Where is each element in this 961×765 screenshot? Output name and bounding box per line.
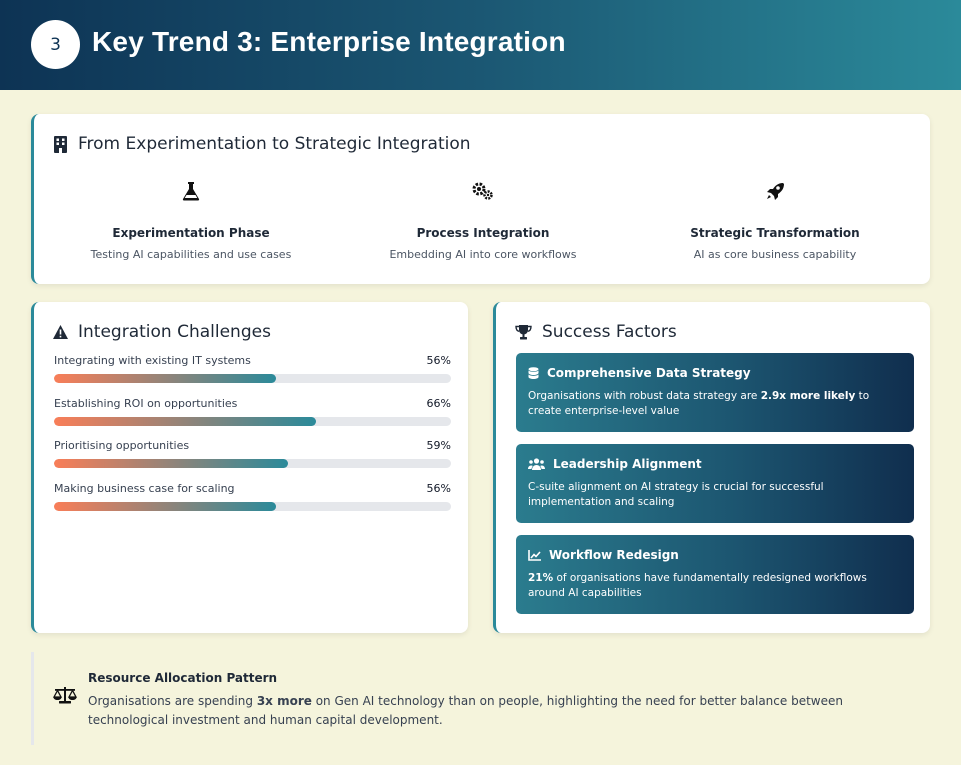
challenge-label: Integrating with existing IT systems bbox=[54, 354, 251, 367]
challenge-progress-fill bbox=[54, 374, 277, 383]
trend-number-badge: 3 bbox=[31, 20, 80, 69]
phase-process-integration: Process Integration Embedding AI into co… bbox=[333, 178, 633, 261]
users-icon bbox=[528, 458, 545, 470]
phase-name: Process Integration bbox=[416, 226, 550, 240]
challenge-progress-fill bbox=[54, 417, 317, 426]
integration-title-text: From Experimentation to Strategic Integr… bbox=[78, 134, 471, 154]
challenge-percent: 59% bbox=[426, 439, 451, 452]
success-factor-text: 21% of organisations have fundamentally … bbox=[528, 572, 867, 599]
success-card: Success Factors Comprehensive Data Strat… bbox=[493, 302, 930, 633]
challenge-label: Establishing ROI on opportunities bbox=[54, 397, 238, 410]
success-factor-title: Workflow Redesign bbox=[549, 548, 679, 562]
chart-line-icon bbox=[528, 549, 541, 561]
success-factor-data-strategy: Comprehensive Data Strategy Organisation… bbox=[516, 353, 914, 432]
phase-desc: Testing AI capabilities and use cases bbox=[90, 248, 292, 261]
phase-desc: AI as core business capability bbox=[693, 248, 857, 261]
integration-card: From Experimentation to Strategic Integr… bbox=[31, 114, 930, 284]
challenge-progress-track bbox=[54, 374, 451, 383]
success-factor-text: C-suite alignment on AI strategy is cruc… bbox=[528, 481, 824, 508]
warning-icon bbox=[53, 325, 68, 339]
challenge-progress-fill bbox=[54, 459, 289, 468]
challenge-label: Prioritising opportunities bbox=[54, 439, 190, 452]
success-title-text: Success Factors bbox=[542, 322, 677, 342]
success-factor-leadership: Leadership Alignment C-suite alignment o… bbox=[516, 444, 914, 523]
flask-icon bbox=[41, 178, 341, 204]
phase-experimentation: Experimentation Phase Testing AI capabil… bbox=[41, 178, 341, 261]
success-card-title: Success Factors bbox=[515, 322, 677, 342]
phase-name: Strategic Transformation bbox=[690, 226, 860, 240]
challenge-item: Establishing ROI on opportunities 66% bbox=[54, 397, 451, 426]
integration-card-title: From Experimentation to Strategic Integr… bbox=[53, 134, 471, 154]
trophy-icon bbox=[515, 324, 532, 340]
challenge-progress-track bbox=[54, 417, 451, 426]
rocket-icon bbox=[625, 178, 925, 204]
challenge-percent: 56% bbox=[426, 482, 451, 495]
challenge-item: Prioritising opportunities 59% bbox=[54, 439, 451, 468]
success-factor-title: Leadership Alignment bbox=[553, 457, 702, 471]
challenge-progress-track bbox=[54, 502, 451, 511]
page-header: 3 Key Trend 3: Enterprise Integration bbox=[0, 0, 961, 90]
building-icon bbox=[53, 135, 68, 153]
challenge-item: Integrating with existing IT systems 56% bbox=[54, 354, 451, 383]
success-factor-text: Organisations with robust data strategy … bbox=[528, 390, 870, 417]
resource-allocation-note: Resource Allocation Pattern Organisation… bbox=[31, 652, 930, 745]
resource-note-text: Organisations are spending 3x more on Ge… bbox=[88, 694, 843, 727]
challenges-card: Integration Challenges Integrating with … bbox=[31, 302, 468, 633]
resource-note-title: Resource Allocation Pattern bbox=[88, 671, 278, 685]
phase-name: Experimentation Phase bbox=[112, 226, 270, 240]
challenges-title-text: Integration Challenges bbox=[78, 322, 271, 342]
challenge-percent: 56% bbox=[426, 354, 451, 367]
challenge-percent: 66% bbox=[426, 397, 451, 410]
balance-scale-icon bbox=[52, 686, 78, 708]
success-factor-workflow: Workflow Redesign 21% of organisations h… bbox=[516, 535, 914, 614]
gears-icon bbox=[333, 178, 633, 204]
success-factor-title: Comprehensive Data Strategy bbox=[547, 366, 751, 380]
phase-desc: Embedding AI into core workflows bbox=[389, 248, 577, 261]
challenge-label: Making business case for scaling bbox=[54, 482, 235, 495]
page-title: Key Trend 3: Enterprise Integration bbox=[92, 26, 566, 57]
database-icon bbox=[528, 366, 539, 380]
challenge-item: Making business case for scaling 56% bbox=[54, 482, 451, 511]
challenges-card-title: Integration Challenges bbox=[53, 322, 271, 342]
challenge-progress-track bbox=[54, 459, 451, 468]
phase-strategic-transformation: Strategic Transformation AI as core busi… bbox=[625, 178, 925, 261]
challenge-progress-fill bbox=[54, 502, 277, 511]
